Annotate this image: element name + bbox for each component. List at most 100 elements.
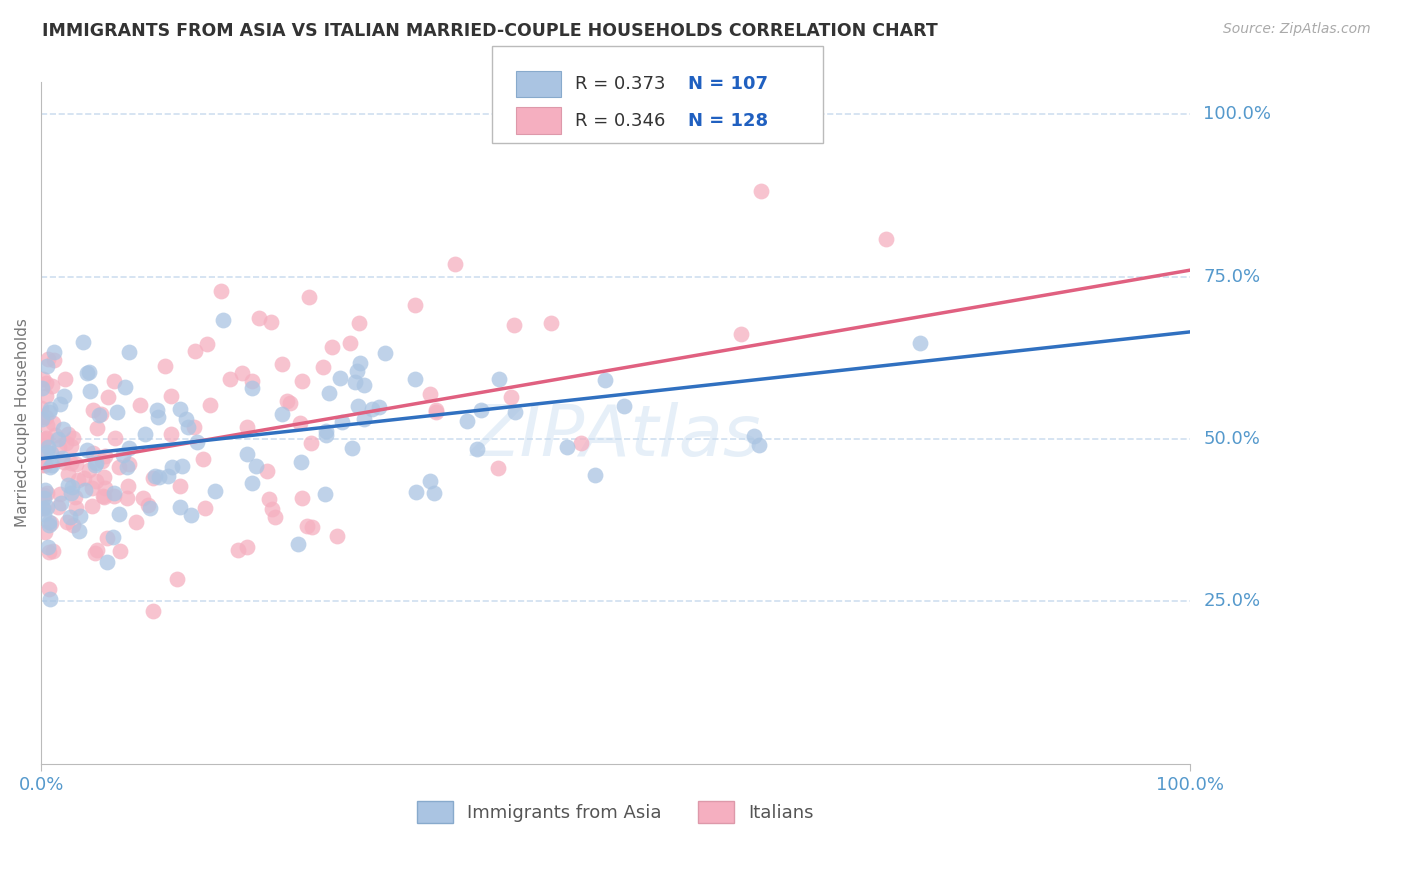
Point [37,440,59,454]
Point [108,460,131,475]
Point [145,403,167,417]
Point [82,481,104,495]
Point [49,397,72,411]
Point [67,524,90,538]
Point [271,357,294,371]
Point [35,445,58,459]
Point [295,518,318,533]
Text: Source: ZipAtlas.com: Source: ZipAtlas.com [1223,22,1371,37]
Point [32,488,55,502]
Point [38,545,60,559]
Point [132,491,155,505]
Point [315,428,337,442]
Point [502,318,524,332]
Point [405,484,427,499]
Point [245,458,267,473]
Point [39,446,62,460]
Point [37,541,59,555]
Point [276,393,298,408]
Point [48,440,70,454]
Point [260,502,283,516]
Point [115,491,138,506]
Point [124,515,146,529]
Point [264,509,287,524]
Point [59,486,82,500]
Point [83,546,105,560]
Point [138,498,160,512]
Point [101,530,124,544]
Point [470,403,492,417]
Point [86,542,108,557]
Point [93,470,115,484]
Point [311,359,333,374]
Point [287,537,309,551]
Point [347,316,370,330]
Point [34,458,56,473]
Text: R = 0.373: R = 0.373 [575,75,665,93]
Point [176,420,198,434]
Point [134,426,156,441]
Text: 25.0%: 25.0% [1204,592,1261,610]
Point [42,352,65,367]
Point [60,480,83,494]
Point [49,495,72,509]
Text: N = 107: N = 107 [688,75,768,93]
Point [56,426,79,441]
Point [96,555,118,569]
Point [35,410,58,425]
Point [37,351,59,366]
Point [404,372,426,386]
Point [118,457,141,471]
Point [148,470,170,484]
Point [404,298,426,312]
Point [198,398,221,412]
Point [48,500,70,514]
Point [84,456,107,470]
Point [247,310,270,325]
Point [48,487,70,501]
Point [82,402,104,417]
Point [583,468,606,483]
Point [55,515,77,529]
Point [91,489,114,503]
Point [39,459,62,474]
Point [65,457,87,471]
Point [299,436,322,450]
Point [256,464,278,478]
Point [231,366,253,380]
Point [236,420,259,434]
Point [374,345,396,359]
Point [80,499,103,513]
Point [180,508,202,522]
Point [330,415,353,429]
Point [488,372,510,386]
Text: ZIPAtlas: ZIPAtlas [470,402,761,471]
Point [53,372,76,386]
Point [35,418,58,433]
Point [315,487,337,501]
Point [465,442,488,457]
Point [53,389,76,403]
Point [31,433,53,447]
Point [503,405,526,419]
Point [501,390,523,404]
Point [748,438,770,452]
Point [32,500,55,515]
Point [62,431,84,445]
Point [569,436,592,450]
Point [67,474,90,488]
Point [240,475,263,490]
Point [142,471,165,485]
Point [111,448,134,462]
Point [875,232,897,246]
Point [37,486,59,500]
Point [339,336,361,351]
Point [44,428,66,442]
Point [444,257,467,271]
Point [209,284,232,298]
Text: IMMIGRANTS FROM ASIA VS ITALIAN MARRIED-COUPLE HOUSEHOLDS CORRELATION CHART: IMMIGRANTS FROM ASIA VS ITALIAN MARRIED-… [42,22,938,40]
Point [30,409,52,424]
Point [240,380,263,394]
Point [212,313,235,327]
Point [236,447,259,461]
